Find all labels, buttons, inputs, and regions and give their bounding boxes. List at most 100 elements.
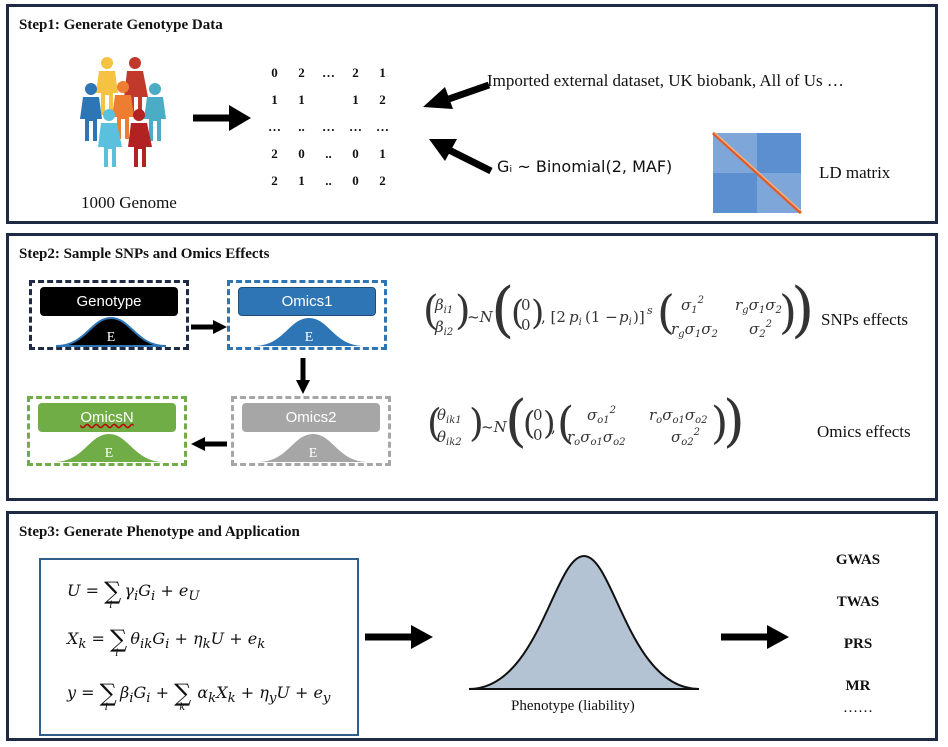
svg-text:roσo1σo2: roσo1σo2 <box>567 428 625 448</box>
people-group-icon <box>80 57 166 167</box>
svg-text:): ) <box>723 389 745 454</box>
svg-text:(: ( <box>423 288 439 334</box>
svg-text:βi1: βi1 <box>434 296 453 316</box>
svg-text:,: , <box>551 418 556 436</box>
app-gwas: GWAS <box>835 552 881 568</box>
snps-effect-formula: ( βi1 βi2 ) ~N ( ( 0 0 ) , [2 pi (1 − pi… <box>423 275 814 345</box>
svg-text:σo12: σo12 <box>587 405 616 426</box>
genotype-box: Genotype E <box>29 280 189 350</box>
svg-text:(: ( <box>557 398 574 449</box>
app-prs: PRS <box>843 636 873 652</box>
svg-text:0: 0 <box>521 296 531 314</box>
svg-text:βi2: βi2 <box>434 318 453 338</box>
svg-text:s: s <box>647 304 653 317</box>
svg-text:σ12: σ12 <box>681 295 704 316</box>
arrow-right-icon <box>365 625 433 649</box>
omics2-box: Omics2 E <box>231 396 391 466</box>
arrow-right-icon <box>193 105 251 131</box>
svg-text:(: ( <box>505 389 527 454</box>
matrix-row: 2 1.. 0 2 <box>271 173 386 188</box>
ld-matrix-heatmap <box>711 131 803 215</box>
omics-effects-label: Omics effects <box>817 422 911 441</box>
app-twas: TWAS <box>836 594 880 610</box>
omics2-distribution-icon: E <box>258 434 368 462</box>
svg-text:σ22: σ22 <box>749 319 772 340</box>
u-equation: U = ∑iγiGi + eU <box>67 577 200 612</box>
svg-text:(: ( <box>427 401 442 445</box>
phenotype-equations-box: U = ∑iγiGi + eU Xk = ∑iθikGi + ηkU + ek … <box>39 558 359 736</box>
svg-text:, [2: , [2 <box>541 308 566 326</box>
svg-text:): ) <box>791 275 814 345</box>
step2-title: Step2: Sample SNPs and Omics Effects <box>19 246 270 262</box>
app-more: …… <box>843 700 873 716</box>
svg-text:): ) <box>543 404 555 442</box>
matrix-row: 2 0.. 0 1 <box>271 146 386 161</box>
svg-text:rgσ1σ2: rgσ1σ2 <box>671 320 718 340</box>
svg-text:(1 −: (1 − <box>585 308 618 326</box>
person-cyan-icon <box>144 83 166 141</box>
omics1-pill: Omics1 <box>238 287 376 316</box>
person-blue-icon <box>80 83 102 141</box>
svg-text:0: 0 <box>533 406 543 424</box>
arrow-left-icon <box>191 437 227 451</box>
svg-text:roσo1σo2: roσo1σo2 <box>649 406 707 426</box>
omics1-box: Omics1 E <box>227 280 387 350</box>
svg-text:(: ( <box>523 404 535 442</box>
genotype-pill: Genotype <box>40 287 178 316</box>
omics1-distribution-icon: E <box>254 318 364 346</box>
svg-text:): ) <box>531 293 544 333</box>
person-lightblue-icon <box>98 109 122 167</box>
people-label: 1000 Genome <box>81 193 177 212</box>
omics2-pill: Omics2 <box>242 403 380 432</box>
phenotype-distribution-icon <box>468 554 700 690</box>
step1-panel: Step1: Generate Genotype Data 1000 Genom… <box>6 4 938 224</box>
svg-text:~N: ~N <box>467 308 494 326</box>
svg-text:pi: pi <box>569 308 582 328</box>
svg-text:(: ( <box>511 293 524 333</box>
snps-effects-label: SNPs effects <box>821 310 909 329</box>
step3-panel: Step3: Generate Phenotype and Applicatio… <box>6 511 938 741</box>
app-mr: MR <box>845 678 871 694</box>
svg-text:0: 0 <box>521 316 531 334</box>
omics-effect-formula: ( θik1 θik2 ) ~N ( ( 0 0 ) , ( σo12 roσo… <box>427 389 745 454</box>
svg-text:): ) <box>779 285 797 339</box>
step1-title: Step1: Generate Genotype Data <box>19 17 223 33</box>
matrix-row: …..……… <box>268 119 389 134</box>
svg-text:θik2: θik2 <box>437 428 462 448</box>
step3-title: Step3: Generate Phenotype and Applicatio… <box>19 524 300 540</box>
svg-text:~N: ~N <box>481 418 508 436</box>
genotype-distribution-icon: E <box>55 316 167 347</box>
svg-text:pi: pi <box>619 308 632 328</box>
omicsN-distribution-icon: E <box>54 434 164 462</box>
effect-label: E <box>309 446 318 461</box>
svg-text:(: ( <box>491 275 514 345</box>
external-dataset-text: Imported external dataset, UK biobank, A… <box>487 71 844 90</box>
effect-label: E <box>305 330 314 345</box>
svg-text:): ) <box>711 398 728 449</box>
svg-text:(: ( <box>657 285 675 339</box>
omicsN-box: OmicsN E <box>27 396 187 466</box>
svg-text:rgσ1σ2: rgσ1σ2 <box>735 296 782 316</box>
effect-label: E <box>107 330 116 345</box>
x-equation: Xk = ∑iθikGi + ηkU + ek <box>67 625 266 660</box>
y-equation: y = ∑iβiGi + ∑kαkXk + ηyU + ey <box>67 679 331 714</box>
arrow-down-icon <box>296 358 310 394</box>
svg-text:θik1: θik1 <box>437 406 462 426</box>
effect-label: E <box>105 446 114 461</box>
omicsN-pill: OmicsN <box>38 403 176 432</box>
arrow-in-bottom-icon <box>429 139 493 175</box>
ld-matrix-label: LD matrix <box>819 163 891 182</box>
arrow-right-icon <box>191 320 227 334</box>
phenotype-label: Phenotype (liability) <box>511 698 635 714</box>
person-darkred-icon <box>128 109 152 167</box>
svg-text:0: 0 <box>533 426 543 444</box>
binomial-formula: Gᵢ ~ Binomial(2, MAF) <box>497 157 673 176</box>
matrix-row: 0 2… 2 1 <box>271 65 386 80</box>
svg-text:): ) <box>455 288 471 334</box>
person-yellow-icon <box>96 57 118 115</box>
arrow-in-top-icon <box>423 81 491 109</box>
svg-text:)]: )] <box>633 308 645 326</box>
arrow-right-icon <box>721 625 789 649</box>
